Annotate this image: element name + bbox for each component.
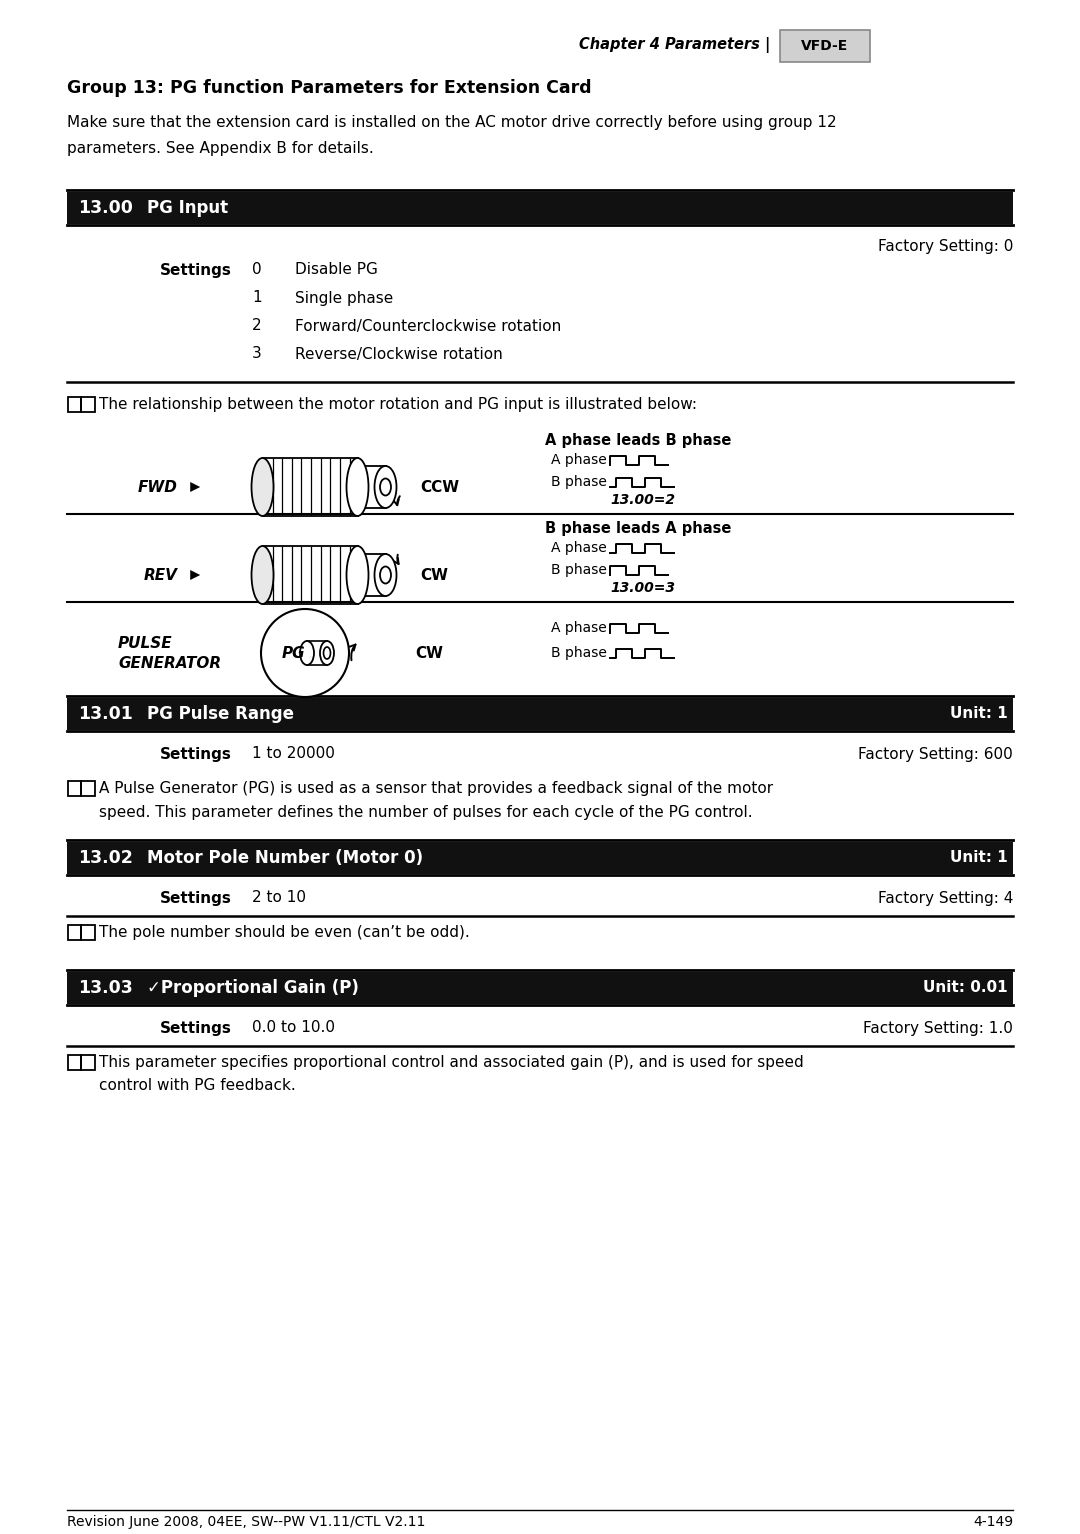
Text: speed. This parameter defines the number of pulses for each cycle of the PG cont: speed. This parameter defines the number…: [99, 804, 753, 819]
Text: 1: 1: [252, 290, 261, 305]
Ellipse shape: [320, 641, 334, 666]
Text: parameters. See Appendix B for details.: parameters. See Appendix B for details.: [67, 141, 374, 155]
Text: VFD-E: VFD-E: [801, 38, 849, 54]
Bar: [67, 973, 1013, 1003]
Text: 0.0 to 10.0: 0.0 to 10.0: [252, 1020, 335, 1035]
Text: 13.00=2: 13.00=2: [610, 492, 675, 508]
Text: REV: REV: [144, 568, 178, 583]
Text: A Pulse Generator (PG) is used as a sensor that provides a feedback signal of th: A Pulse Generator (PG) is used as a sens…: [99, 781, 773, 796]
Bar: [67, 192, 1013, 224]
Bar: [81, 781, 95, 796]
Text: B phase: B phase: [551, 646, 607, 660]
Text: Factory Setting: 1.0: Factory Setting: 1.0: [863, 1020, 1013, 1035]
Bar: [81, 925, 95, 939]
Text: B phase: B phase: [551, 476, 607, 489]
Text: Factory Setting: 0: Factory Setting: 0: [878, 238, 1013, 253]
Text: The pole number should be even (can’t be odd).: The pole number should be even (can’t be…: [99, 925, 470, 939]
Text: Settings: Settings: [160, 891, 232, 905]
Text: Reverse/Clockwise rotation: Reverse/Clockwise rotation: [295, 347, 503, 362]
Bar: [262, 546, 357, 604]
Bar: [67, 698, 1013, 730]
Text: Disable PG: Disable PG: [295, 262, 378, 278]
Text: Settings: Settings: [160, 747, 232, 761]
Text: A phase: A phase: [551, 621, 607, 635]
Circle shape: [261, 609, 349, 696]
Text: 13.02: 13.02: [78, 848, 133, 867]
Text: 13.00: 13.00: [78, 199, 133, 216]
Text: 1 to 20000: 1 to 20000: [252, 747, 335, 761]
Text: PULSE: PULSE: [118, 635, 173, 650]
Text: Unit: 1: Unit: 1: [950, 707, 1008, 721]
Text: A phase: A phase: [551, 453, 607, 466]
Text: 0: 0: [252, 262, 261, 278]
Bar: [81, 396, 95, 411]
Text: Settings: Settings: [160, 1020, 232, 1035]
Text: 2 to 10: 2 to 10: [252, 891, 306, 905]
Text: CW: CW: [415, 646, 443, 661]
Text: Revision June 2008, 04EE, SW--PW V1.11/CTL V2.11: Revision June 2008, 04EE, SW--PW V1.11/C…: [67, 1516, 426, 1529]
Text: control with PG feedback.: control with PG feedback.: [99, 1078, 296, 1094]
Ellipse shape: [347, 459, 368, 515]
Text: 13.00=3: 13.00=3: [610, 581, 675, 595]
Text: ✓Proportional Gain (P): ✓Proportional Gain (P): [147, 979, 359, 997]
Bar: [67, 842, 1013, 874]
Bar: [67, 781, 81, 796]
Text: The relationship between the motor rotation and PG input is illustrated below:: The relationship between the motor rotat…: [99, 396, 697, 411]
Text: Factory Setting: 600: Factory Setting: 600: [859, 747, 1013, 761]
Text: FWD: FWD: [138, 480, 178, 494]
Text: Settings: Settings: [160, 262, 232, 278]
Ellipse shape: [252, 459, 273, 515]
Text: Unit: 0.01: Unit: 0.01: [923, 980, 1008, 996]
Bar: [81, 1054, 95, 1069]
Text: Motor Pole Number (Motor 0): Motor Pole Number (Motor 0): [147, 848, 423, 867]
Text: Forward/Counterclockwise rotation: Forward/Counterclockwise rotation: [295, 319, 562, 333]
Bar: [67, 396, 81, 411]
Ellipse shape: [380, 479, 391, 495]
Bar: [780, 31, 870, 61]
Bar: [67, 925, 81, 939]
Text: Single phase: Single phase: [295, 290, 393, 305]
Text: 13.03: 13.03: [78, 979, 133, 997]
Bar: [262, 459, 357, 515]
Ellipse shape: [300, 641, 314, 666]
Ellipse shape: [380, 566, 391, 583]
Text: Make sure that the extension card is installed on the AC motor drive correctly b: Make sure that the extension card is ins…: [67, 115, 837, 129]
Text: B phase leads A phase: B phase leads A phase: [545, 520, 731, 535]
Ellipse shape: [347, 546, 368, 604]
Text: A phase leads B phase: A phase leads B phase: [545, 433, 731, 448]
Text: A phase: A phase: [551, 542, 607, 555]
Text: PG: PG: [281, 646, 305, 661]
Text: 13.01: 13.01: [78, 706, 133, 723]
Text: 4-149: 4-149: [973, 1516, 1013, 1529]
Ellipse shape: [252, 546, 273, 604]
Text: CCW: CCW: [420, 480, 459, 494]
Ellipse shape: [324, 647, 330, 660]
Bar: [67, 1054, 81, 1069]
Text: B phase: B phase: [551, 563, 607, 577]
Text: Unit: 1: Unit: 1: [950, 850, 1008, 865]
Ellipse shape: [375, 554, 396, 597]
Text: PG Input: PG Input: [147, 199, 228, 216]
Text: This parameter specifies proportional control and associated gain (P), and is us: This parameter specifies proportional co…: [99, 1054, 804, 1069]
Text: PG Pulse Range: PG Pulse Range: [147, 706, 294, 723]
Ellipse shape: [375, 466, 396, 508]
Text: Factory Setting: 4: Factory Setting: 4: [878, 891, 1013, 905]
Text: 2: 2: [252, 319, 261, 333]
Text: GENERATOR: GENERATOR: [118, 655, 221, 670]
Text: CW: CW: [420, 568, 448, 583]
Text: Group 13: PG function Parameters for Extension Card: Group 13: PG function Parameters for Ext…: [67, 78, 592, 97]
Text: Chapter 4 Parameters |: Chapter 4 Parameters |: [579, 37, 770, 54]
Text: 3: 3: [252, 347, 261, 362]
